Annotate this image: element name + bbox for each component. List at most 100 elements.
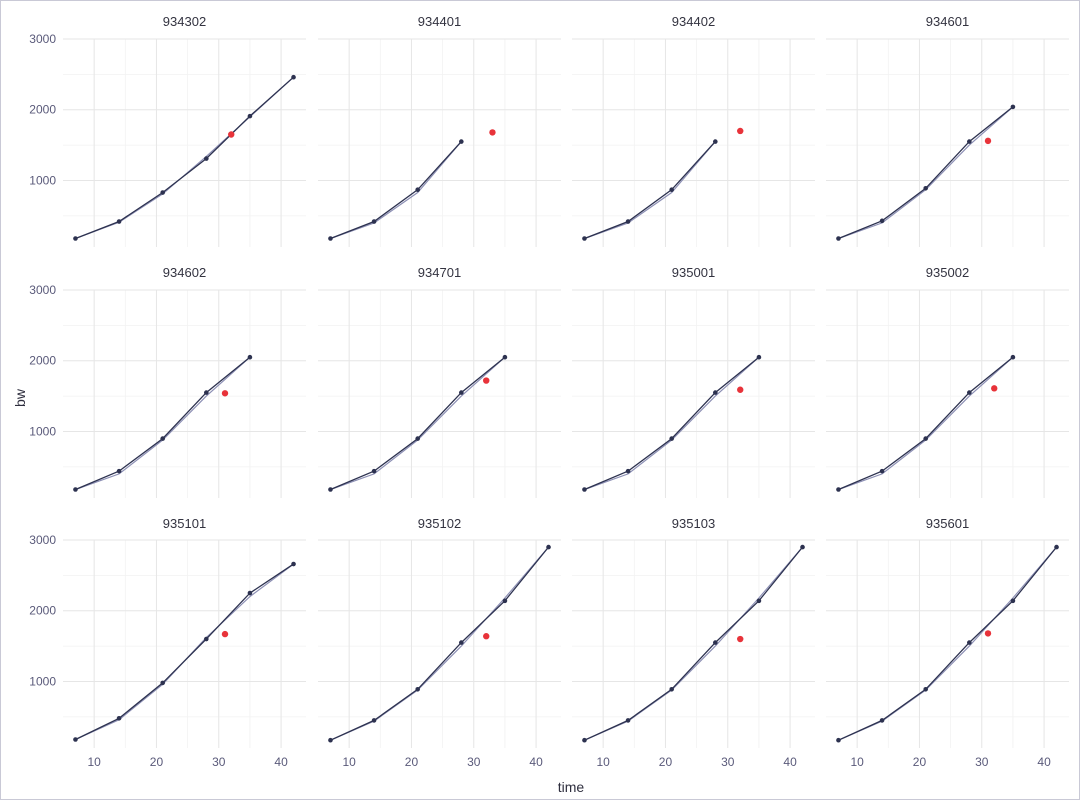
observed-point [836, 487, 841, 492]
observed-line [584, 356, 760, 491]
observed-point [371, 468, 377, 474]
y-tick-label: 1000 [29, 173, 56, 187]
observed-line [75, 563, 294, 741]
highlight-point [737, 635, 744, 643]
observed-line [584, 141, 716, 240]
y-tick-label: 3000 [29, 533, 56, 547]
fitted-line [838, 546, 1057, 741]
observed-point [967, 139, 972, 144]
fitted-line [838, 356, 1014, 491]
observed-point [160, 190, 165, 195]
observed-point [967, 390, 972, 395]
panel-title: 935001 [672, 265, 715, 280]
observed-point [459, 139, 464, 144]
y-tick-label: 1000 [29, 424, 56, 438]
y-tick-label: 2000 [29, 103, 56, 117]
observed-point [247, 590, 253, 596]
observed-point [923, 686, 928, 692]
panel-title: 935601 [926, 516, 969, 531]
observed-point [713, 640, 718, 645]
observed-point [582, 487, 587, 492]
highlight-point [228, 131, 235, 138]
observed-line [838, 106, 1014, 240]
observed-point [204, 390, 209, 395]
observed-point [1010, 104, 1016, 110]
x-tick-label: 40 [274, 755, 288, 769]
fitted-line [584, 141, 716, 240]
fitted-line [75, 76, 294, 240]
observed-point [923, 436, 928, 441]
observed-point [582, 737, 587, 743]
observed-point [415, 436, 420, 441]
highlight-point [483, 377, 490, 384]
highlight-point [737, 386, 744, 393]
fitted-line [330, 546, 549, 741]
observed-point [800, 544, 805, 550]
x-tick-label: 20 [405, 755, 419, 769]
fitted-line [584, 356, 760, 491]
y-tick-label: 3000 [29, 32, 56, 46]
observed-point [836, 737, 841, 743]
x-tick-label: 10 [342, 755, 356, 769]
observed-point [291, 74, 296, 80]
observed-point [502, 598, 508, 604]
observed-point [582, 236, 587, 241]
y-tick-label: 3000 [29, 283, 56, 297]
observed-line [75, 356, 251, 491]
observed-point [546, 544, 551, 550]
observed-point [923, 185, 928, 191]
panel-title: 935101 [163, 516, 206, 531]
observed-point [756, 354, 762, 360]
x-tick-label: 10 [87, 755, 101, 769]
observed-point [371, 219, 377, 224]
observed-point [713, 139, 718, 144]
y-tick-label: 1000 [29, 674, 56, 688]
fitted-line [75, 356, 251, 491]
observed-point [160, 680, 165, 686]
observed-line [330, 141, 462, 240]
x-tick-label: 40 [783, 755, 797, 769]
observed-point [247, 354, 253, 360]
highlight-point [991, 385, 998, 392]
observed-point [967, 640, 972, 645]
observed-point [669, 187, 674, 192]
x-tick-label: 20 [659, 755, 673, 769]
fitted-line [584, 546, 803, 741]
observed-point [328, 737, 333, 743]
observed-point [116, 468, 122, 474]
observed-point [73, 236, 78, 241]
x-tick-label: 40 [529, 755, 543, 769]
observed-point [879, 718, 885, 723]
x-tick-label: 20 [913, 755, 927, 769]
panel-title: 935103 [672, 516, 715, 531]
observed-point [247, 113, 253, 119]
panel-title: 934401 [418, 14, 461, 29]
observed-point [371, 718, 377, 723]
panel-title: 934601 [926, 14, 969, 29]
panel-title: 934402 [672, 14, 715, 29]
observed-point [328, 236, 333, 241]
observed-point [328, 487, 333, 492]
highlight-point [984, 137, 992, 145]
fitted-line [75, 563, 294, 741]
observed-line [330, 546, 550, 741]
observed-line [584, 546, 804, 741]
observed-point [1054, 544, 1059, 550]
highlight-point [984, 630, 992, 637]
fitted-line [838, 106, 1014, 240]
observed-point [1010, 354, 1016, 360]
x-tick-label: 40 [1037, 755, 1051, 769]
observed-point [415, 686, 420, 692]
x-tick-label: 20 [150, 755, 164, 769]
highlight-point [489, 129, 496, 136]
x-axis-title: time [558, 779, 585, 795]
observed-point [116, 219, 122, 224]
y-tick-label: 2000 [29, 604, 56, 618]
observed-point [669, 686, 674, 692]
observed-line [330, 356, 506, 491]
observed-point [879, 218, 885, 224]
x-tick-label: 30 [721, 755, 735, 769]
y-tick-label: 2000 [29, 354, 56, 368]
